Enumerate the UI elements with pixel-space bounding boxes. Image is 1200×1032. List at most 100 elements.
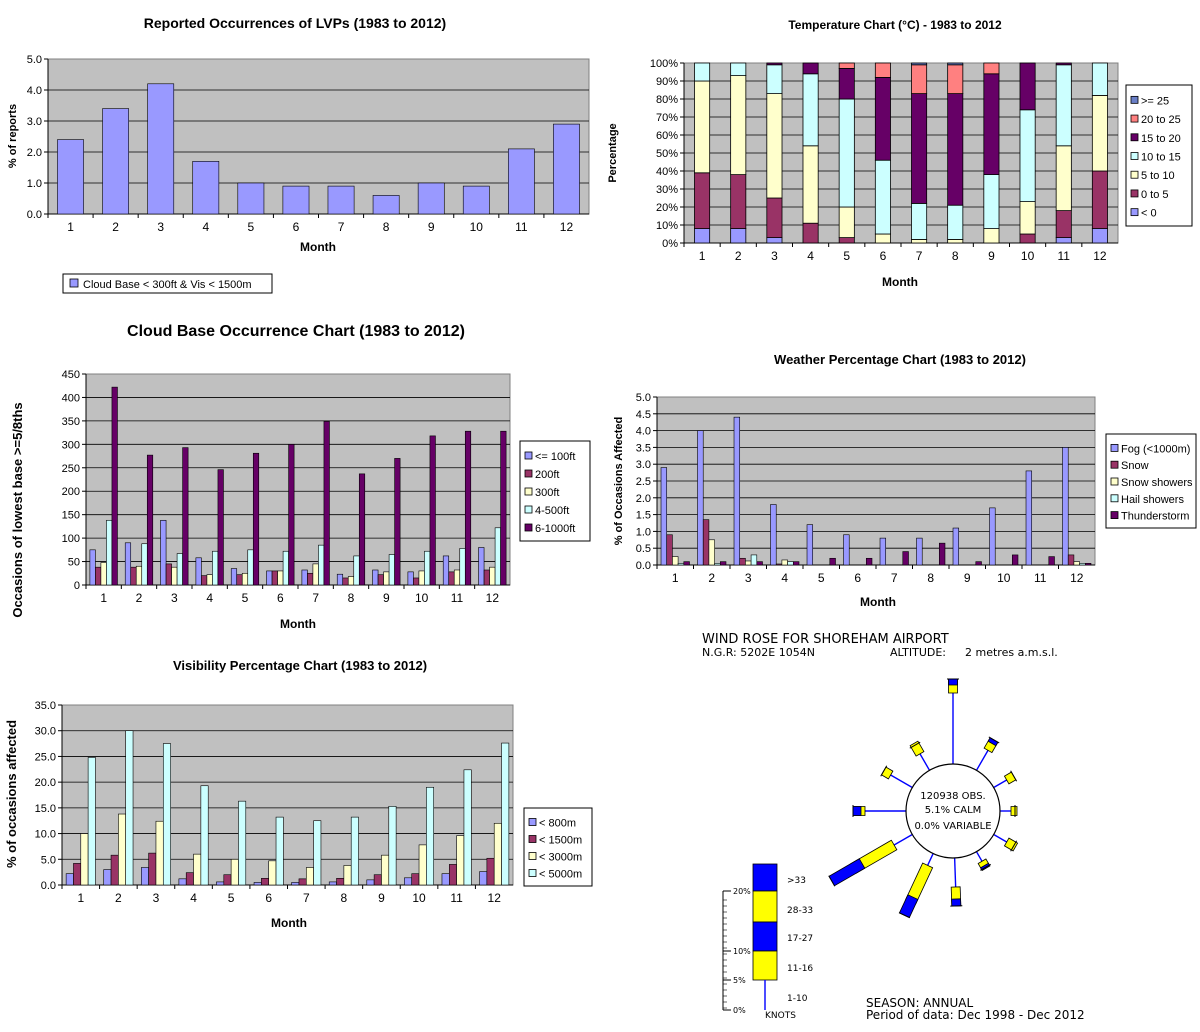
bar-cloud-s4-m5 bbox=[252, 452, 260, 586]
bar-temperature-s0-m3 bbox=[766, 237, 783, 244]
x-tick-label: 4 bbox=[206, 591, 213, 605]
spoke-cap bbox=[988, 736, 1000, 744]
legend-swatch bbox=[524, 487, 533, 496]
plot-area-cloud bbox=[85, 373, 511, 586]
bar-weather-s4-m3 bbox=[756, 561, 763, 566]
wind-spoke-120 bbox=[993, 833, 1019, 852]
y-tick-label: 70% bbox=[656, 112, 678, 124]
wind-spoke-270 bbox=[852, 805, 906, 817]
bar-cloud-s2-m5 bbox=[241, 572, 249, 586]
bar-temperature-s2-m6 bbox=[874, 233, 891, 244]
y-tick-label: 1.0 bbox=[27, 178, 42, 190]
chart-title: Weather Percentage Chart (1983 to 2012) bbox=[774, 352, 1026, 367]
scale-label: 0% bbox=[733, 1006, 746, 1015]
bar-weather-s4-m8 bbox=[938, 542, 946, 566]
bar-temperature-s4-m10 bbox=[1019, 62, 1036, 111]
wind-spoke-240 bbox=[828, 833, 913, 887]
bar-visibility-s0-m9 bbox=[366, 879, 375, 886]
bar-visibility-s2-m2 bbox=[118, 813, 127, 886]
bar-temperature-s0-m1 bbox=[694, 228, 711, 244]
x-tick-label: 8 bbox=[348, 591, 355, 605]
x-tick-label: 7 bbox=[312, 591, 319, 605]
bar-temperature-s1-m1 bbox=[694, 172, 711, 230]
y-tick-label: 10.0 bbox=[35, 829, 56, 841]
bar-lvp-s0-m6 bbox=[282, 185, 310, 215]
chart-title: Temperature Chart (°C) - 1983 to 2012 bbox=[788, 18, 1002, 32]
bar-visibility-s1-m2 bbox=[110, 854, 119, 886]
legend-visibility: < 800m < 1500m < 3000m < 5000m bbox=[523, 807, 593, 887]
bar-temperature-s0-m2 bbox=[730, 228, 747, 244]
y-tick-label: 5.0 bbox=[41, 854, 56, 866]
speed-class-label: 1-10 bbox=[787, 994, 808, 1004]
bar-weather-s0-m1 bbox=[660, 467, 668, 566]
x-tick-label: 10 bbox=[415, 591, 429, 605]
x-tick-label: 5 bbox=[248, 220, 255, 234]
chart-lvp: 0.01.02.03.04.05.01 2 3 4 5 6 7 8 9 10 11 12Reporte… bbox=[7, 15, 590, 294]
legend-swatch bbox=[1130, 189, 1139, 198]
bar-weather-s0-m11 bbox=[1025, 470, 1033, 566]
bar-cloud-s3-m4 bbox=[212, 550, 219, 586]
x-tick-label: 10 bbox=[470, 220, 484, 234]
bar-visibility-s2-m1 bbox=[80, 833, 89, 886]
bar-weather-s4-m12 bbox=[1084, 563, 1092, 566]
scale-label: 20% bbox=[733, 887, 751, 896]
bar-temperature-s3-m11 bbox=[1055, 64, 1072, 147]
bar-visibility-s0-m6 bbox=[253, 882, 262, 886]
chart-weather: 0.00.51.01.52.02.53.03.54.04.55.01 2 3 4 5 6 7… bbox=[613, 352, 1197, 609]
bar-temperature-s2-m11 bbox=[1055, 145, 1072, 212]
x-tick-label: 9 bbox=[964, 571, 971, 585]
x-tick-label: 6 bbox=[854, 571, 861, 585]
bar-weather-s3-m2 bbox=[714, 563, 721, 566]
y-tick-label: 50 bbox=[68, 557, 80, 569]
chart-temperature: 0%10%20%30%40%50%60%70%80%90%100%1 2 3 4 5 6 7… bbox=[607, 18, 1193, 289]
y-tick-label: 5.0 bbox=[27, 54, 42, 66]
bar-temperature-s3-m5 bbox=[838, 98, 855, 208]
x-tick-label: 4 bbox=[807, 249, 814, 263]
x-tick-label: 2 bbox=[136, 591, 143, 605]
bar-lvp-s0-m10 bbox=[462, 185, 490, 215]
scale-label: 5% bbox=[733, 976, 746, 985]
x-tick-label: 10 bbox=[997, 571, 1011, 585]
legend-swatch bbox=[1130, 114, 1139, 123]
bar-cloud-s0-m1 bbox=[89, 549, 96, 586]
bar-weather-s2-m3 bbox=[745, 560, 752, 566]
bar-cloud-s0-m10 bbox=[407, 571, 414, 586]
bar-weather-s4-m4 bbox=[792, 561, 800, 566]
bar-cloud-s0-m3 bbox=[160, 519, 167, 586]
y-axis-label: % of Occasions Affected bbox=[613, 417, 625, 546]
legend-swatch bbox=[528, 869, 537, 877]
bar-weather-s0-m8 bbox=[916, 537, 923, 566]
legend-swatch bbox=[524, 469, 533, 478]
x-tick-label: 5 bbox=[818, 571, 825, 585]
y-tick-label: 4.0 bbox=[636, 426, 651, 438]
bar-cloud-s3-m10 bbox=[424, 550, 431, 586]
bar-cloud-s0-m5 bbox=[230, 568, 238, 586]
bar-cloud-s0-m11 bbox=[442, 555, 450, 586]
bar-cloud-s4-m6 bbox=[288, 444, 295, 586]
bar-temperature-s2-m2 bbox=[730, 75, 747, 175]
bar-cloud-s4-m10 bbox=[429, 435, 436, 586]
bar-weather-s3-m3 bbox=[750, 554, 758, 566]
legend-swatch bbox=[1130, 208, 1139, 217]
bar-cloud-s3-m2 bbox=[141, 543, 148, 586]
wind-spoke-30 bbox=[975, 736, 1000, 771]
bar-weather-s2-m1 bbox=[672, 556, 679, 566]
y-tick-label: 0% bbox=[662, 238, 678, 250]
bar-temperature-s2-m9 bbox=[983, 228, 1000, 244]
legend-label: < 3000m bbox=[539, 852, 582, 864]
legend-weather: Fog (<1000m) Snow Snow showers Hail showers… bbox=[1105, 433, 1197, 529]
bar-lvp-s0-m9 bbox=[417, 182, 445, 215]
spoke-bar bbox=[1010, 806, 1018, 816]
wind-spoke-90 bbox=[1000, 805, 1018, 817]
spoke-bar bbox=[828, 858, 866, 887]
x-tick-label: 7 bbox=[303, 891, 310, 905]
spoke-cap bbox=[980, 863, 991, 871]
legend-swatch bbox=[528, 818, 537, 826]
bar-temperature-s1-m5 bbox=[838, 237, 855, 244]
x-tick-label: 5 bbox=[228, 891, 235, 905]
bar-temperature-s3-m7 bbox=[911, 202, 928, 240]
bar-cloud-s2-m1 bbox=[100, 562, 107, 586]
bar-cloud-s0-m9 bbox=[372, 569, 379, 586]
bar-visibility-s0-m5 bbox=[216, 881, 225, 886]
